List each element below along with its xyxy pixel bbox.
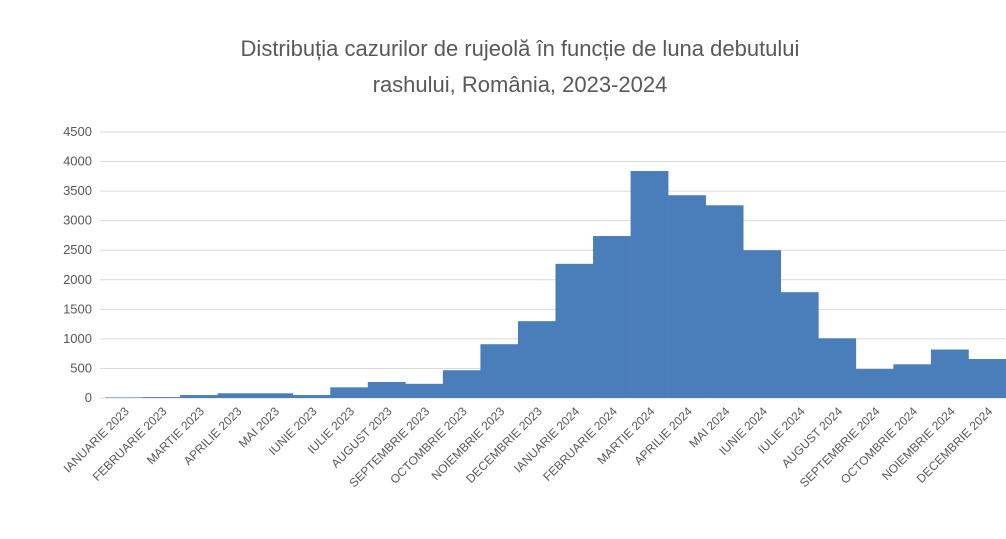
bar [818, 338, 857, 398]
x-tick-label: IANUARIE 2023 [61, 404, 132, 475]
bar [480, 344, 519, 398]
bar [968, 358, 1006, 398]
bar [367, 382, 406, 398]
bar [405, 383, 444, 398]
chart-title: Distribuția cazurilor de rujeolă în func… [241, 36, 800, 61]
bar [255, 393, 294, 398]
bar [517, 321, 556, 398]
bar [180, 395, 218, 398]
y-tick-label: 0 [85, 390, 92, 405]
y-tick-label: 2000 [63, 272, 92, 287]
bar [855, 369, 894, 398]
bar [668, 195, 706, 398]
x-tick-label: IANUARIE 2024 [511, 404, 582, 475]
y-tick-label: 4500 [63, 124, 92, 139]
chart-title: rashului, România, 2023-2024 [373, 72, 668, 97]
y-tick-label: 500 [70, 360, 92, 375]
bar [142, 397, 181, 398]
bar [630, 171, 669, 398]
bar [780, 292, 819, 398]
bar [292, 395, 331, 398]
bar [105, 397, 143, 398]
y-tick-label: 3500 [63, 183, 92, 198]
y-tick-label: 1500 [63, 301, 92, 316]
y-tick-label: 3000 [63, 213, 92, 228]
y-tick-label: 4000 [63, 154, 92, 169]
bar [930, 349, 969, 398]
y-tick-label: 1000 [63, 331, 92, 346]
bar [893, 364, 932, 398]
bar [593, 236, 631, 398]
bar [330, 387, 369, 398]
bar [555, 263, 594, 398]
y-tick-label: 2500 [63, 242, 92, 257]
bar [743, 250, 782, 398]
bar [217, 393, 256, 398]
bar [442, 370, 481, 398]
bar [705, 205, 744, 398]
